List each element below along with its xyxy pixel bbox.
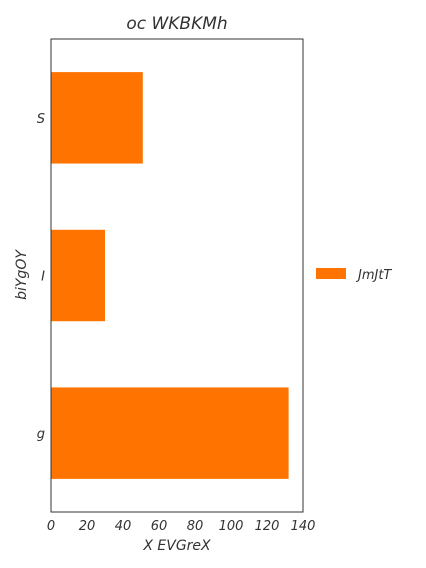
x-tick-label: 0 bbox=[47, 519, 55, 534]
bar-I bbox=[51, 229, 105, 322]
y-axis-ticks: S Ig bbox=[37, 112, 45, 442]
x-tick-label: 140 bbox=[291, 519, 316, 534]
y-tick-label: S bbox=[37, 112, 45, 127]
x-tick-label: 100 bbox=[219, 519, 244, 534]
y-tick-label: I bbox=[41, 270, 45, 285]
x-axis-label: X EVGreX bbox=[142, 538, 211, 554]
x-tick-label: 120 bbox=[255, 519, 280, 534]
x-tick-label: 40 bbox=[115, 519, 132, 534]
plot-frame bbox=[50, 38, 304, 513]
y-tick-label: g bbox=[37, 427, 45, 442]
bar-g bbox=[51, 387, 289, 479]
legend-label: JmJtT bbox=[355, 268, 392, 283]
chart-title: oc WKBKMh bbox=[126, 14, 227, 34]
y-axis-label: biYgOY bbox=[14, 249, 30, 300]
legend: JmJtT bbox=[316, 268, 392, 283]
legend-swatch bbox=[316, 268, 346, 279]
x-axis-ticks: 0 20 40 60 80 100 120 140 bbox=[47, 519, 316, 534]
bar-S bbox=[51, 72, 143, 164]
x-tick-label: 80 bbox=[187, 519, 204, 534]
x-tick-label: 60 bbox=[151, 519, 168, 534]
bars-group bbox=[51, 72, 289, 479]
x-tick-label: 20 bbox=[79, 519, 96, 534]
